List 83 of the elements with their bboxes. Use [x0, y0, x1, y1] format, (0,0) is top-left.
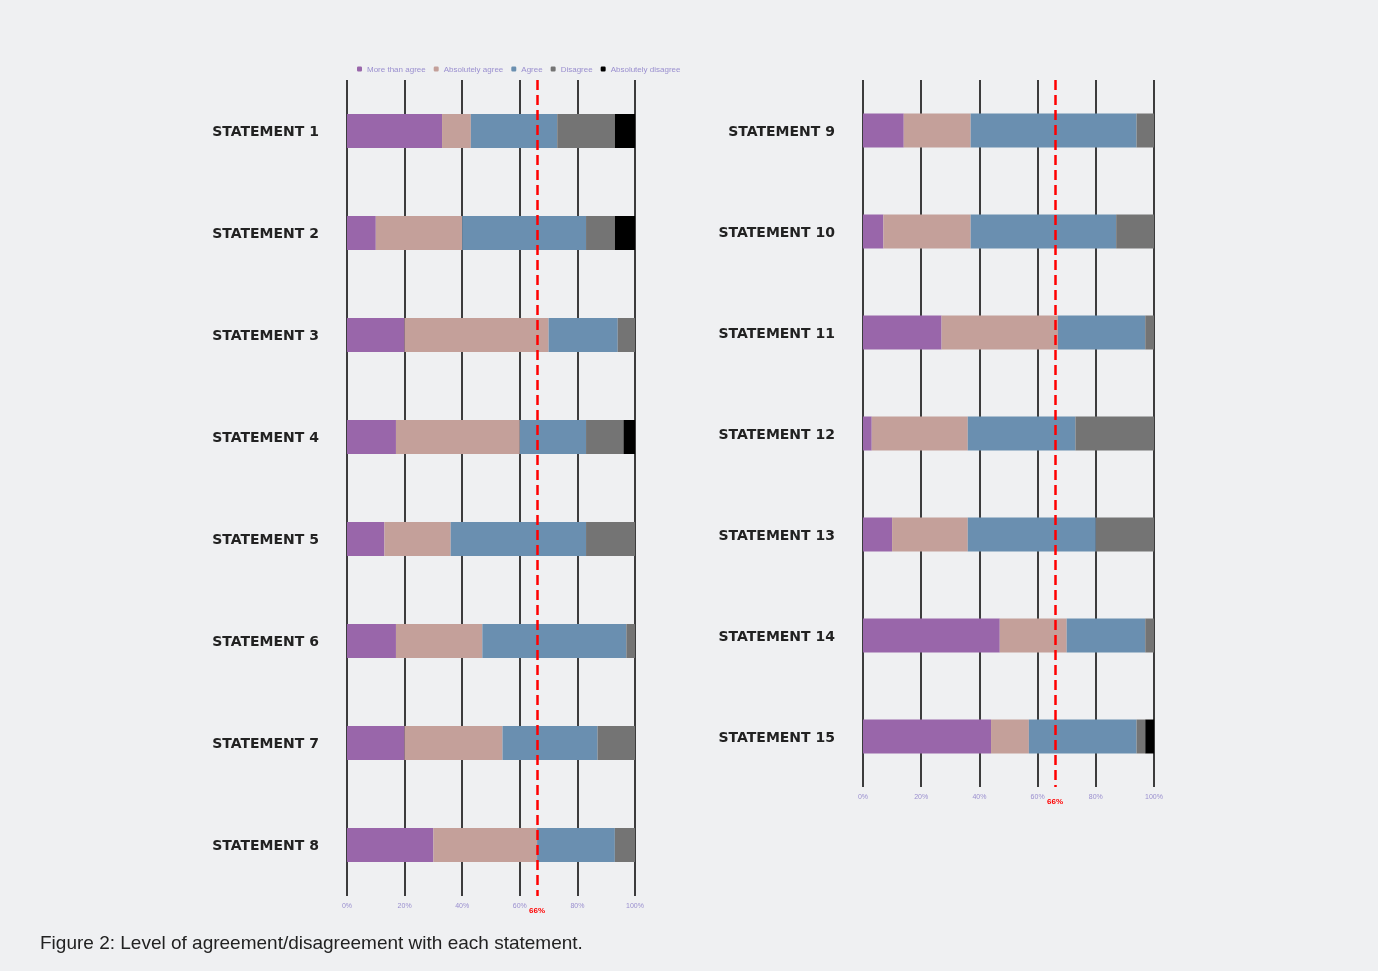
bar — [1057, 315, 1146, 350]
bar — [482, 624, 627, 658]
bar — [999, 618, 1067, 653]
legend-label: Agree — [521, 64, 544, 74]
bar — [557, 114, 615, 148]
bar — [1095, 517, 1154, 552]
bar — [384, 522, 451, 556]
bar — [395, 624, 483, 658]
bar — [462, 216, 587, 250]
bar — [892, 517, 968, 552]
bar — [537, 828, 615, 862]
y-tick-label: STATEMENT 13 — [718, 526, 835, 543]
bar — [1136, 719, 1146, 754]
legend-label: Absolutely agree — [443, 64, 504, 74]
bar — [470, 114, 558, 148]
y-tick-label: STATEMENT 1 — [212, 123, 319, 139]
bar — [586, 522, 635, 556]
bar — [1116, 214, 1154, 249]
bar — [871, 416, 968, 451]
y-tick-label: STATEMENT 7 — [212, 735, 319, 751]
bar — [617, 318, 635, 352]
ref-line-label: 66% — [1047, 796, 1064, 806]
bar — [941, 315, 1058, 350]
bar — [347, 216, 376, 250]
bar — [347, 114, 443, 148]
bar — [863, 517, 893, 552]
y-tick-label: STATEMENT 14 — [718, 627, 836, 644]
bar — [614, 828, 635, 862]
bar — [519, 420, 587, 454]
bar — [548, 318, 618, 352]
bar — [991, 719, 1029, 754]
bar — [586, 420, 624, 454]
y-tick-label: STATEMENT 5 — [212, 531, 319, 547]
bar — [450, 522, 587, 556]
bar — [347, 522, 385, 556]
bar — [442, 114, 471, 148]
bar — [1028, 719, 1137, 754]
y-tick-label: STATEMENT 10 — [718, 223, 836, 240]
bar — [863, 214, 884, 249]
bar — [967, 517, 1096, 552]
bar — [347, 726, 405, 760]
legend-label: Absolutely disagree — [610, 64, 682, 74]
bar — [597, 726, 635, 760]
bar — [863, 719, 992, 754]
bar — [347, 624, 396, 658]
bar — [347, 420, 396, 454]
bar — [883, 214, 971, 249]
bar — [970, 113, 1137, 148]
y-tick-label: STATEMENT 3 — [212, 327, 319, 343]
y-tick-label: STATEMENT 9 — [728, 122, 835, 139]
bar — [970, 214, 1117, 249]
bar — [1136, 113, 1154, 148]
bar — [1075, 416, 1154, 451]
bar — [404, 318, 549, 352]
bar — [586, 216, 615, 250]
bar — [433, 828, 538, 862]
bar — [903, 113, 971, 148]
bar — [347, 828, 434, 862]
bar — [863, 618, 1000, 653]
y-tick-label: STATEMENT 12 — [718, 425, 835, 442]
legend-label: Disagree — [560, 64, 594, 74]
y-tick-label: STATEMENT 15 — [718, 728, 835, 745]
y-tick-label: STATEMENT 8 — [212, 837, 319, 853]
bar — [863, 416, 872, 451]
bar — [626, 624, 635, 658]
bar — [502, 726, 598, 760]
bar — [1145, 315, 1154, 350]
y-tick-label: STATEMENT 4 — [212, 429, 320, 445]
bar — [1145, 618, 1154, 653]
y-tick-label: STATEMENT 6 — [212, 633, 319, 649]
bar — [404, 726, 503, 760]
legend-label: More than agree — [367, 64, 427, 74]
bar — [395, 420, 520, 454]
bar — [863, 315, 942, 350]
bar — [863, 113, 904, 148]
bar — [967, 416, 1076, 451]
y-tick-label: STATEMENT 11 — [718, 324, 835, 341]
bar — [1066, 618, 1146, 653]
ref-line-label: 66% — [529, 905, 546, 915]
y-tick-label: STATEMENT 2 — [212, 225, 319, 241]
caption: Figure 2: Level of agreement/disagreement with each statement. — [40, 932, 583, 953]
bar — [347, 318, 405, 352]
bar — [375, 216, 463, 250]
